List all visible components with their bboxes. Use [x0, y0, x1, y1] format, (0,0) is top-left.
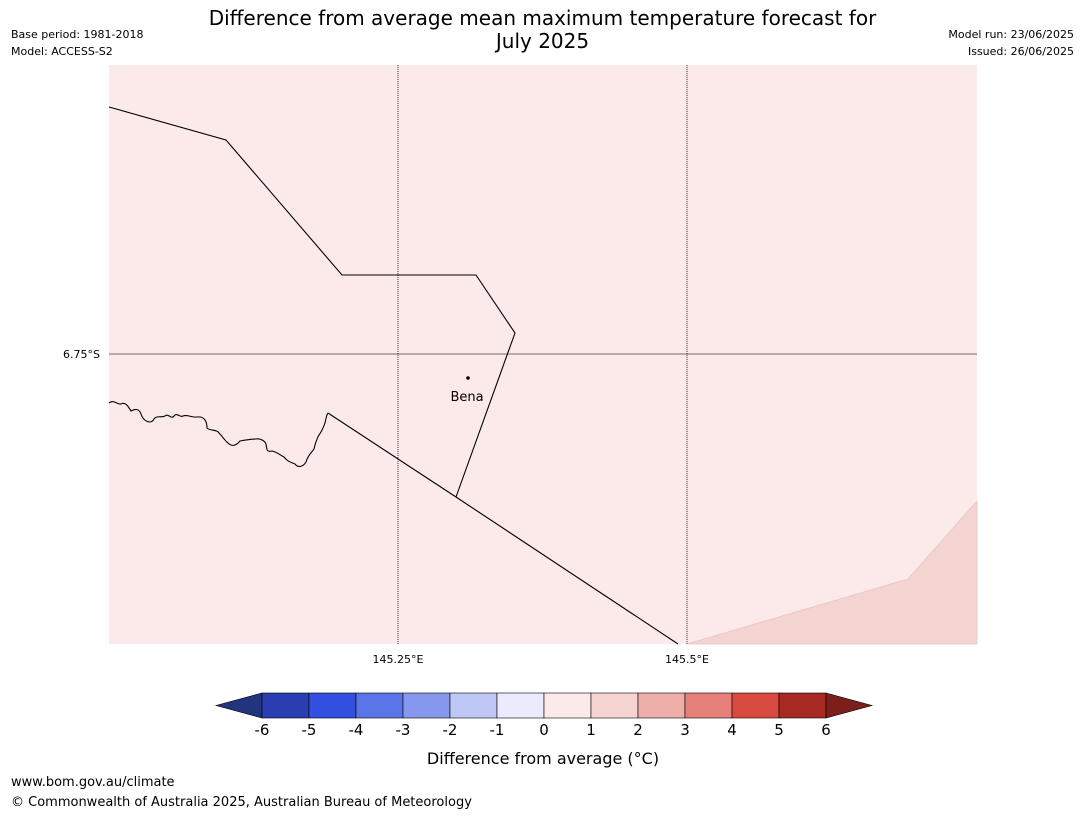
colorbar-tick-label: -1 — [490, 721, 505, 739]
colorbar-tick-label: 2 — [633, 721, 643, 739]
metadata-right: Model run: 23/06/2025 Issued: 26/06/2025 — [948, 26, 1074, 60]
colorbar-tick-label: 3 — [680, 721, 690, 739]
colorbar-tick-label: -3 — [396, 721, 411, 739]
colorbar-segment — [684, 692, 733, 719]
colorbar-segment — [731, 692, 780, 719]
colorbar-tick-label: 1 — [586, 721, 596, 739]
metadata-left: Base period: 1981-2018 Model: ACCESS-S2 — [11, 26, 143, 60]
colorbar-extend-high — [825, 692, 874, 719]
colorbar-segment — [308, 692, 357, 719]
province-boundary-south — [327, 412, 679, 645]
colorbar-segment — [778, 692, 827, 719]
town-label-bena: Bena — [450, 390, 483, 405]
colorbar-extend-low — [214, 692, 263, 719]
colorbar-segment — [261, 692, 310, 719]
title-line-2: July 2025 — [495, 29, 590, 53]
colorbar-tick-label: 6 — [821, 721, 831, 739]
province-boundary — [108, 106, 516, 498]
colorbar-tick-label: -2 — [443, 721, 458, 739]
latitude-label: 6.75°S — [63, 348, 100, 361]
base-period: Base period: 1981-2018 — [11, 28, 144, 41]
model-run: Model run: 23/06/2025 — [948, 28, 1074, 41]
river-line — [108, 401, 329, 467]
colorbar-tick-label: -5 — [302, 721, 317, 739]
footer-copyright: © Commonwealth of Australia 2025, Austra… — [11, 795, 472, 810]
colorbar-segment — [449, 692, 498, 719]
colorbar-segment — [590, 692, 639, 719]
model-name: Model: ACCESS-S2 — [11, 45, 113, 58]
colorbar-title: Difference from average (°C) — [427, 749, 659, 768]
colorbar-tick-label: 0 — [539, 721, 549, 739]
town-marker-bena — [466, 376, 470, 380]
colorbar-segment — [496, 692, 545, 719]
map-title: Difference from average mean maximum tem… — [150, 7, 935, 53]
anomaly-fill-1-to-2 — [686, 499, 978, 645]
colorbar-segment — [543, 692, 592, 719]
colorbar-tick-label: -4 — [349, 721, 364, 739]
colorbar-tick-label: -6 — [255, 721, 270, 739]
colorbar-tick-label: 4 — [727, 721, 737, 739]
footer-url: www.bom.gov.au/climate — [11, 775, 175, 790]
longitude-label-145-25: 145.25°E — [373, 653, 424, 666]
colorbar-segment — [402, 692, 451, 719]
colorbar-tick-label: 5 — [774, 721, 784, 739]
issued-date: Issued: 26/06/2025 — [967, 45, 1074, 58]
title-line-1: Difference from average mean maximum tem… — [208, 6, 877, 30]
longitude-label-145-5: 145.5°E — [665, 653, 709, 666]
colorbar-segment — [637, 692, 686, 719]
colorbar-segment — [355, 692, 404, 719]
colorbar: -6 -5 -4 -3 -2 -1 0 1 2 3 4 5 6 — [214, 692, 874, 739]
